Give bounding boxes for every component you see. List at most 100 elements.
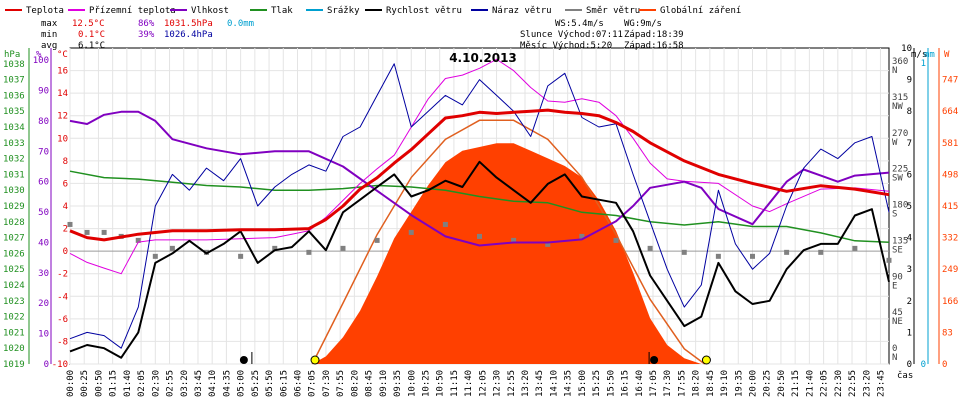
- axis-temp-tick: 6: [63, 179, 68, 189]
- axis-wind-tick: 0: [907, 360, 912, 370]
- axis-x-tick: 23:45: [876, 370, 886, 397]
- axis-x-tick: 14:35: [564, 370, 574, 397]
- stats-max-label: max: [41, 19, 58, 29]
- wind-direction-point: [169, 245, 175, 251]
- wind-direction-point: [135, 237, 141, 243]
- axis-press-tick: 1034: [3, 123, 25, 133]
- axis-x-tick: 00:25: [80, 370, 90, 397]
- wind-direction-point: [886, 257, 892, 263]
- stats-min-label: min: [41, 30, 57, 40]
- astro-info: WS:5.4m/s WG:9m/s Slunce Východ:07:11 Zá…: [520, 19, 684, 51]
- axis-rain-unit: mm: [924, 50, 935, 60]
- axis-dir-tick-deg: 0: [892, 344, 897, 354]
- axis-rad-unit: W: [944, 50, 950, 60]
- axis-x-tick: 11:15: [450, 370, 460, 397]
- wind-direction-point: [784, 249, 790, 255]
- axis-wind-unit: m/s: [911, 50, 927, 60]
- axis-x-tick: 09:35: [393, 370, 403, 397]
- axis-x-tick: 20:00: [749, 370, 759, 397]
- axis-x-tick: 14:10: [549, 370, 559, 397]
- axis-x-tick: 02:05: [137, 370, 147, 397]
- axis-temp-tick: 10: [57, 134, 68, 144]
- axis-x-tick: 15:00: [578, 370, 588, 397]
- axis-x-tick: 05:50: [265, 370, 275, 397]
- axis-dir-tick-name: SE: [892, 245, 903, 255]
- axis-x-tick: 20:25: [763, 370, 773, 397]
- axis-wind-tick: 6: [907, 170, 912, 180]
- axis-dir-tick-deg: 45: [892, 308, 903, 318]
- axis-x-tick: 01:15: [109, 370, 119, 397]
- series-rychlost-větru: [69, 160, 890, 359]
- axis-press-tick: 1025: [3, 265, 25, 275]
- axis-wind-tick: 1: [907, 328, 912, 338]
- chart-title: 4.10.2013: [449, 51, 517, 65]
- series-teplota: [69, 108, 890, 242]
- axis-x-tick: 04:35: [222, 370, 232, 397]
- axis-rad-tick: 581: [942, 139, 958, 149]
- radiation-area: [70, 143, 889, 364]
- axis-temp-tick: -10: [52, 360, 68, 370]
- axis-x-tick: 07:30: [322, 370, 332, 397]
- wind-direction-point: [681, 249, 687, 255]
- wind-direction-point: [238, 253, 244, 259]
- legend-label-4: Srážky: [327, 6, 360, 16]
- astro-markers: [239, 352, 711, 365]
- axis-wind-tick: 9: [907, 76, 912, 86]
- axis-hum-unit: %: [36, 50, 42, 60]
- axis-x-tick: 21:40: [805, 370, 815, 397]
- axis-dir-tick-deg: 135: [892, 236, 908, 246]
- axis-hum-tick: 20: [38, 299, 49, 309]
- axis-x-tick: 12:05: [478, 370, 488, 397]
- legend-label-0: Teplota: [26, 6, 64, 16]
- axis-dir-tick-deg: 225: [892, 165, 908, 175]
- axis-dir-tick-deg: 90: [892, 272, 903, 282]
- axis-hum-tick: 60: [38, 178, 49, 188]
- axis-x-tick: 05:00: [237, 370, 247, 397]
- axis-press-tick: 1019: [3, 360, 25, 370]
- axis-x-tick: 12:55: [507, 370, 517, 397]
- axis-hum-tick: 0: [44, 360, 49, 370]
- axis-hum-tick: 40: [38, 238, 49, 248]
- axis-dir-tick-deg: 270: [892, 129, 908, 139]
- legend-label-2: Vlhkost: [191, 6, 229, 16]
- axis-wind-tick: 10: [901, 44, 912, 54]
- axis-x-tick: 16:40: [635, 370, 645, 397]
- axis-x-tick: 03:45: [194, 370, 204, 397]
- axis-x-tick: 20:50: [777, 370, 787, 397]
- axis-rad-tick: 332: [942, 234, 958, 244]
- radiation-max-curve: [311, 119, 706, 365]
- legend-label-1: Přízemní teplota: [89, 6, 176, 16]
- legend-label-3: Tlak: [271, 6, 293, 16]
- axis-temp-tick: 0: [63, 247, 68, 257]
- axis-press-tick: 1035: [3, 107, 25, 117]
- axis-press-tick: 1031: [3, 170, 25, 180]
- stats-max-rain: 0.0mm: [227, 19, 254, 29]
- axis-rad-tick: 0: [942, 360, 947, 370]
- wind-direction-point: [306, 249, 312, 255]
- wind-direction-point: [67, 221, 73, 227]
- axis-x-tick: 17:55: [677, 370, 687, 397]
- wind-direction-point: [818, 249, 824, 255]
- axis-press-unit: hPa: [4, 50, 20, 60]
- info-sun-set: Západ:18:39: [624, 30, 684, 40]
- info-wg: WG:9m/s: [624, 19, 662, 29]
- axis-x-tick: 23:20: [862, 370, 872, 397]
- axis-press-tick: 1029: [3, 202, 25, 212]
- axis-x-tick: 10:00: [407, 370, 417, 397]
- axis-temp-tick: 14: [57, 89, 68, 99]
- series-náraz-větru: [69, 63, 890, 349]
- axis-x-tick: 22:05: [820, 370, 830, 397]
- axis-press-tick: 1036: [3, 91, 25, 101]
- info-moon-set: Západ:16:58: [624, 41, 684, 51]
- wind-direction-point: [579, 233, 585, 239]
- axis-x-tick: 07:05: [308, 370, 318, 397]
- axis-temp-tick: -2: [57, 270, 68, 280]
- axis-hum-tick: 50: [38, 208, 49, 218]
- info-ws: WS:5.4m/s: [555, 19, 604, 29]
- stats-min-hum: 39%: [138, 30, 155, 40]
- axis-rad-tick: 83: [942, 328, 953, 338]
- axis-wind-tick: 7: [907, 139, 912, 149]
- axis-wind-tick: 3: [907, 265, 912, 275]
- axis-x-tick: 06:40: [294, 370, 304, 397]
